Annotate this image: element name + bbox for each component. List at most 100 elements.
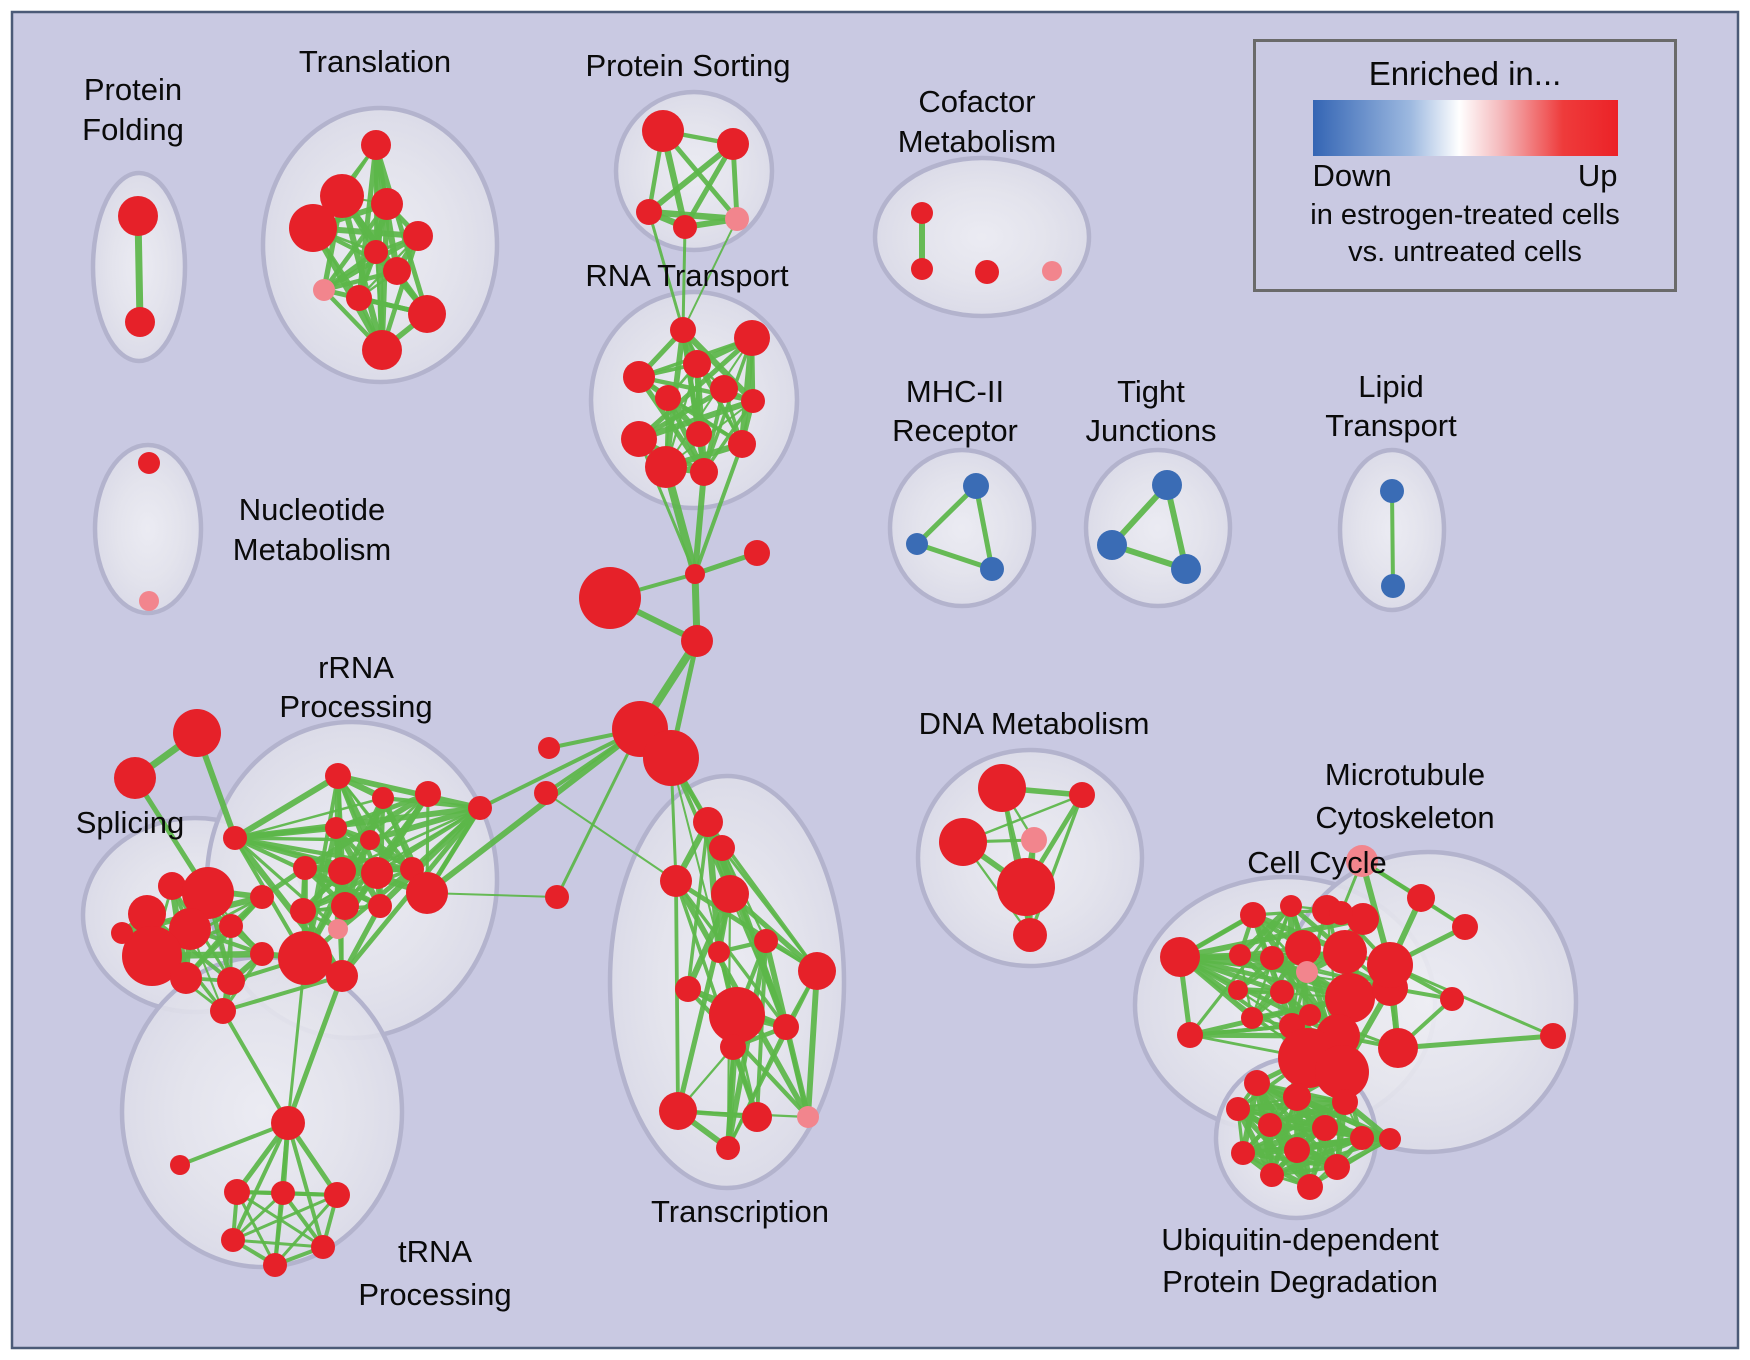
node-transcription (798, 952, 836, 990)
node-ubiquitin-degradation (1283, 1083, 1311, 1111)
node-microtubule-cytoskeleton (1440, 987, 1464, 1011)
node-ubiquitin-degradation (1284, 1137, 1310, 1163)
node-microtubule-cytoskeleton (1367, 942, 1413, 988)
node-protein-sorting (636, 199, 662, 225)
network-edge (221, 974, 344, 1013)
network-nodes (111, 110, 1566, 1277)
node-splicing (169, 908, 211, 950)
cluster-label-protein-folding: Protein Folding (82, 72, 184, 147)
node-microtubule-cytoskeleton (1540, 1023, 1566, 1049)
node-splicing (210, 998, 236, 1024)
node-dna-metabolism (997, 858, 1055, 916)
network-edge (682, 218, 738, 331)
node-microtubule-cytoskeleton (1378, 1028, 1418, 1068)
network-edge (670, 757, 738, 1016)
node-cell-cycle (1280, 895, 1302, 917)
node-transcription (659, 1092, 697, 1130)
network-edge (686, 820, 710, 991)
node-splicing (250, 942, 274, 966)
node-splicing (250, 885, 274, 909)
node-rrna-processing (293, 856, 317, 880)
node-transcription (709, 835, 735, 861)
node-translation (364, 240, 388, 264)
network-edge (914, 483, 979, 547)
network-edge (674, 879, 788, 1029)
network-edge (301, 867, 414, 913)
network-edge (231, 1193, 339, 1242)
node-ubiquitin-degradation (1379, 1128, 1401, 1150)
node-connector (643, 730, 699, 786)
node-rrna-processing (415, 781, 441, 807)
node-cell-cycle (1177, 1022, 1203, 1048)
cluster-label-ubiquitin-degradation: Ubiquitin-dependent Protein Degradation (1161, 1222, 1439, 1299)
network-edge (1188, 1024, 1294, 1037)
network-edge (693, 442, 744, 576)
cluster-label-mhc-ii-receptor: MHC-II Receptor (892, 374, 1018, 448)
node-rna-transport (645, 446, 687, 488)
node-transcription (711, 875, 749, 913)
network-edge (647, 210, 685, 332)
node-trna-processing (324, 1182, 350, 1208)
network-edge (221, 1009, 290, 1125)
node-microtubule-cytoskeleton (1299, 1004, 1321, 1026)
network-edge (301, 806, 482, 913)
network-edge (338, 192, 386, 354)
cluster-label-lipid-transport: Lipid Transport (1325, 369, 1457, 443)
network-edge (805, 968, 820, 1120)
node-transcription (716, 1136, 740, 1160)
cluster-label-protein-sorting: Protein Sorting (585, 48, 790, 83)
node-rna-transport (670, 317, 696, 343)
node-connector (173, 709, 221, 757)
node-rrna-processing (278, 931, 332, 985)
node-protein-sorting (673, 215, 697, 239)
node-protein-sorting (642, 110, 684, 152)
node-protein-folding (118, 196, 158, 236)
node-cofactor-metabolism (911, 202, 933, 224)
node-cell-cycle (1315, 1045, 1369, 1099)
node-nucleotide-metabolism (138, 452, 160, 474)
node-rna-transport (710, 375, 738, 403)
legend-box: Enriched in... Down Up in estrogen-treat… (1253, 39, 1677, 292)
network-edge (1390, 489, 1395, 588)
node-rna-transport (621, 421, 657, 457)
node-splicing (128, 895, 166, 933)
cluster-ellipse-mhc-ii-receptor (887, 447, 1037, 609)
network-edge (273, 1193, 339, 1267)
cluster-label-trna-processing: tRNA Processing (358, 1234, 511, 1312)
node-cell-cycle (1160, 937, 1200, 977)
node-rna-transport (623, 361, 655, 393)
network-edge (183, 894, 265, 981)
node-rrna-processing (325, 763, 351, 789)
node-ubiquitin-degradation (1312, 1115, 1338, 1141)
node-connector (744, 540, 770, 566)
network-edge (645, 208, 741, 223)
node-splicing (217, 967, 245, 995)
node-mhc-ii-receptor (980, 557, 1004, 581)
network-edge (233, 836, 372, 842)
node-mhc-ii-receptor (963, 473, 989, 499)
node-dna-metabolism (1021, 827, 1047, 853)
node-ubiquitin-degradation (1244, 1070, 1270, 1096)
node-lipid-transport (1380, 479, 1404, 503)
network-edge (555, 727, 642, 899)
node-rrna-processing (328, 919, 348, 939)
node-splicing (182, 867, 234, 919)
node-rrna-processing (223, 826, 247, 850)
node-rna-transport (683, 350, 711, 378)
node-transcription (708, 941, 730, 963)
cluster-ellipse-cofactor-metabolism (872, 155, 1092, 319)
node-connector (545, 885, 569, 909)
network-edge (231, 1121, 290, 1242)
network-edge (914, 541, 995, 572)
network-edge (1308, 1137, 1392, 1189)
cluster-label-rna-transport: RNA Transport (585, 258, 789, 293)
node-nucleotide-metabolism (139, 591, 159, 611)
network-edge (1395, 1033, 1556, 1051)
network-edge (231, 1238, 325, 1249)
network-edge (545, 792, 677, 882)
legend-caption-line2: vs. untreated cells (1348, 236, 1582, 268)
legend-down-label: Down (1312, 158, 1392, 193)
cluster-label-transcription: Transcription (651, 1194, 829, 1229)
